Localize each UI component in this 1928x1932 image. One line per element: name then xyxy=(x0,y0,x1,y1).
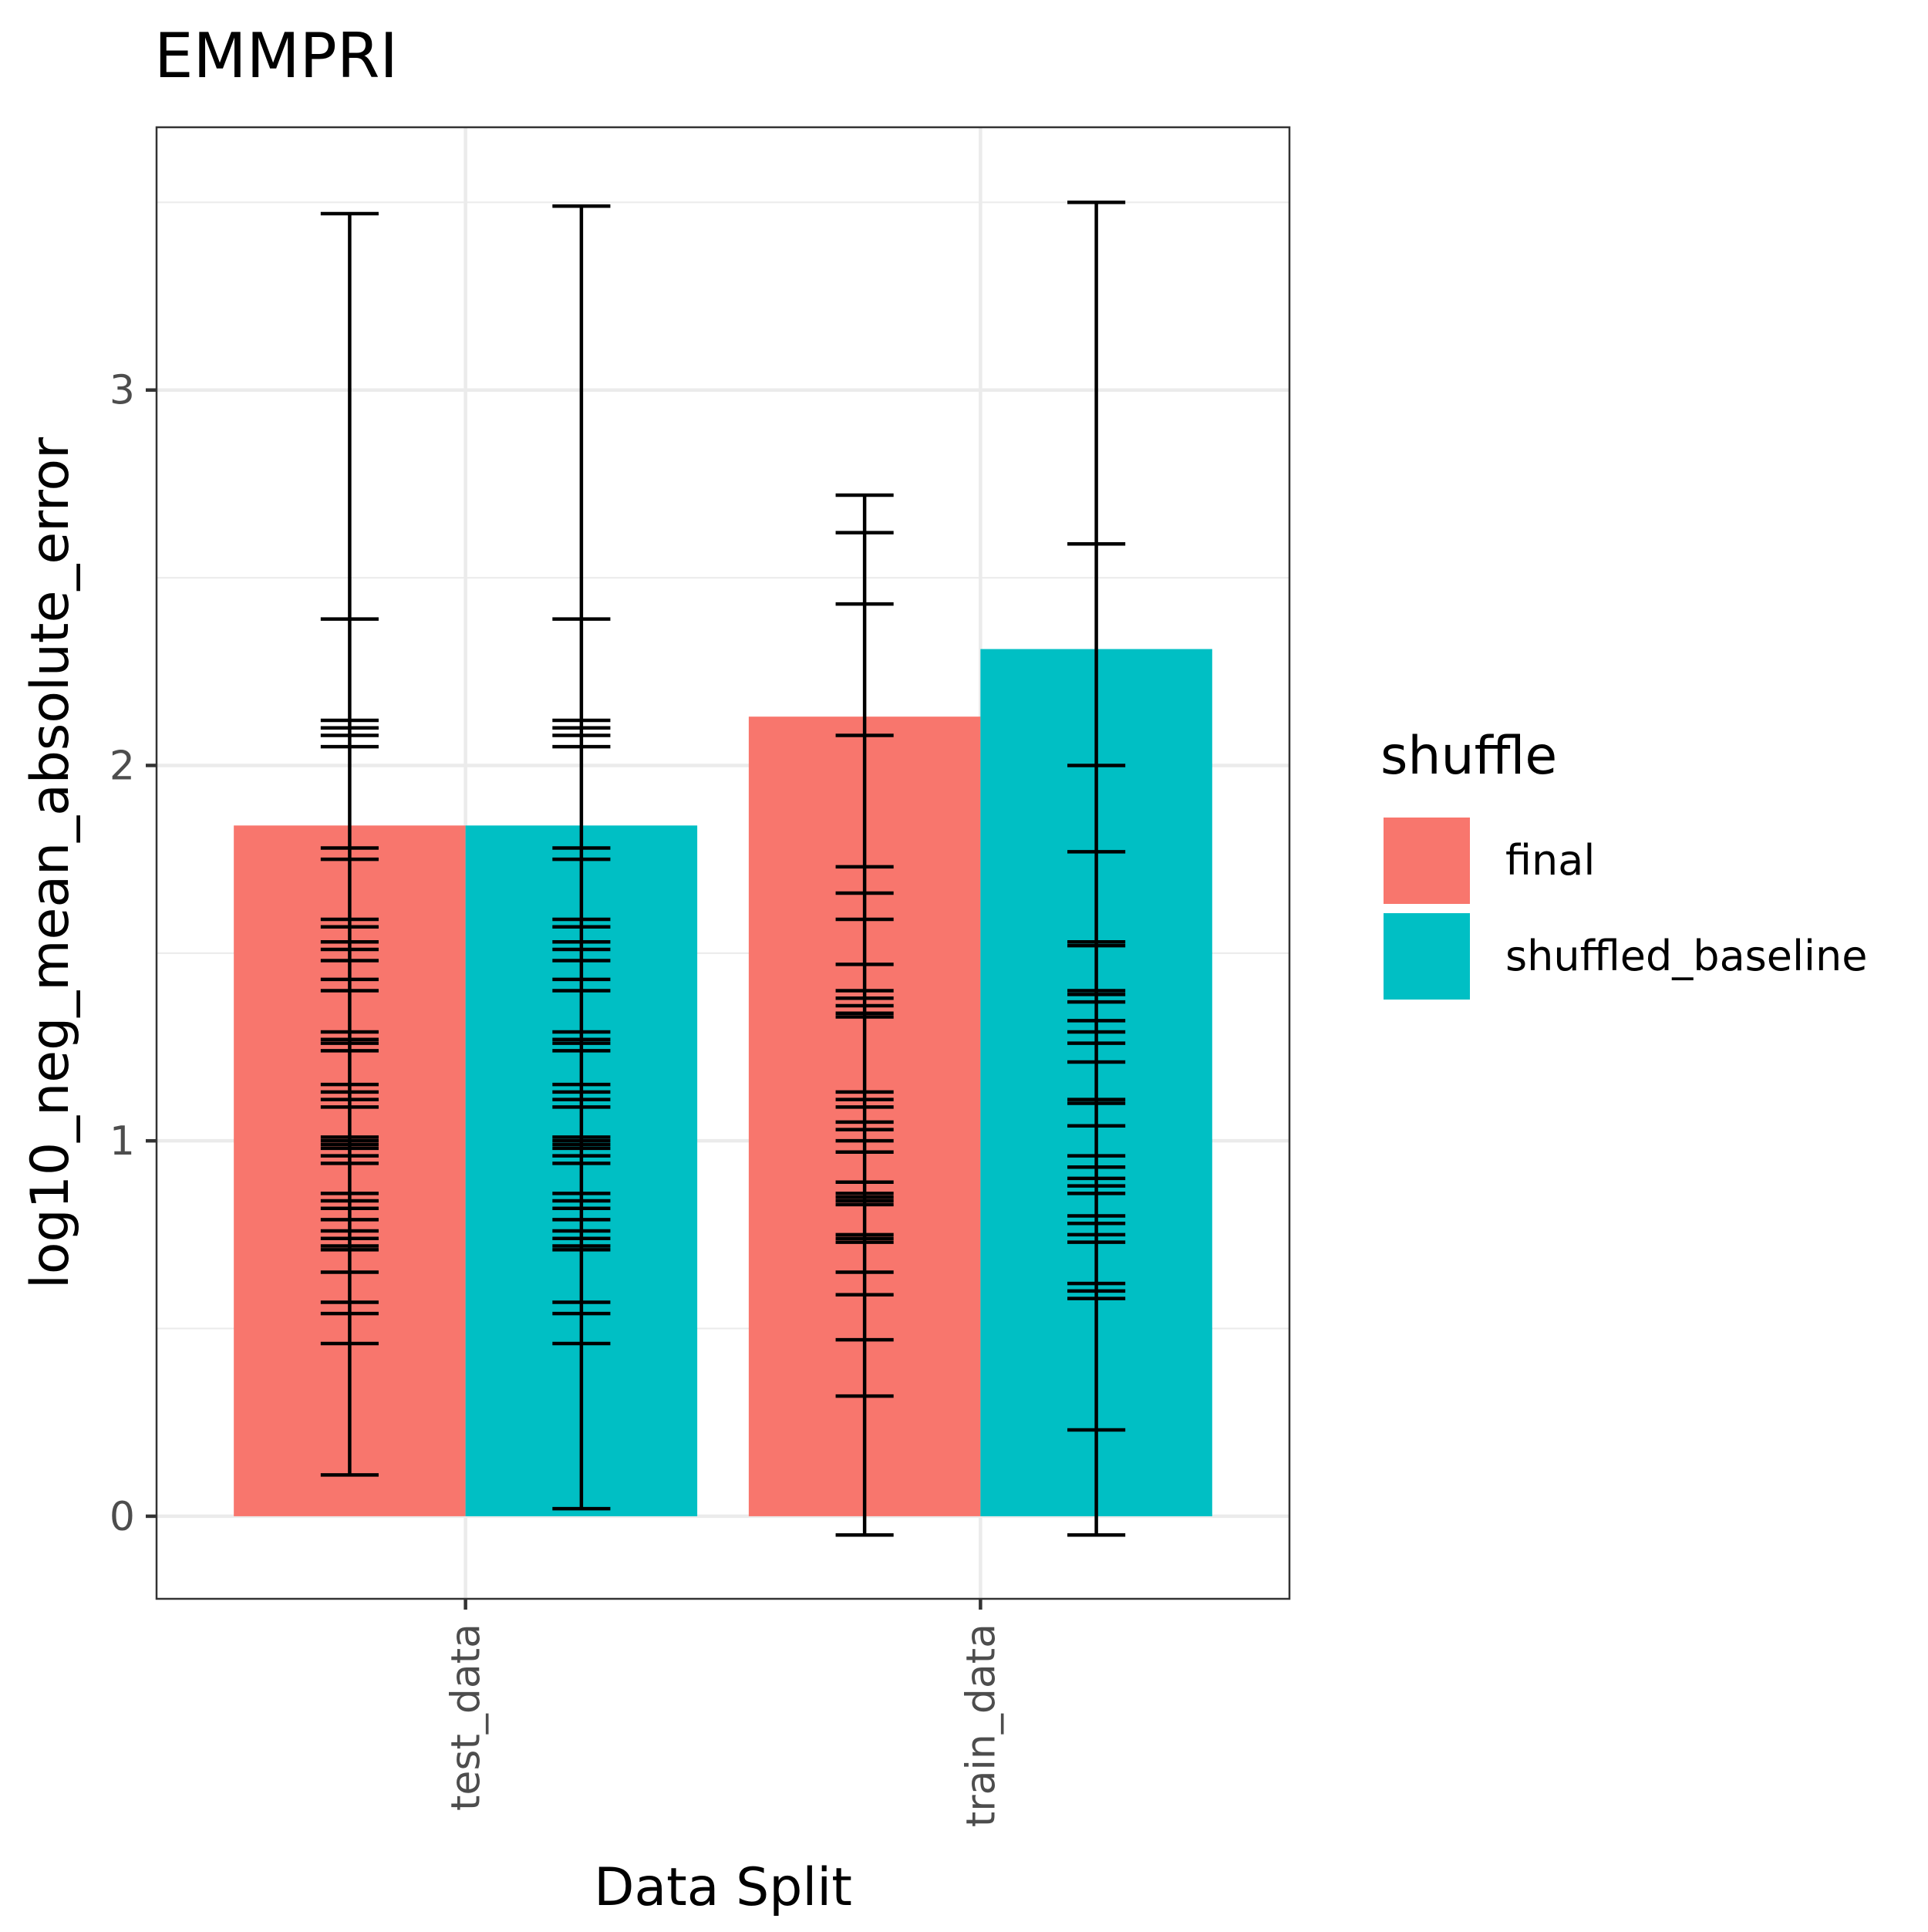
legend-swatch xyxy=(1384,913,1470,1000)
y-tick-label: 2 xyxy=(110,743,135,789)
legend-label: final xyxy=(1505,836,1595,885)
x-axis-label: Data Split xyxy=(594,1857,852,1918)
legend: shuffle final shuffled_baseline xyxy=(1380,726,1867,1000)
y-tick-label: 3 xyxy=(110,368,135,414)
x-tick-label: train_data xyxy=(958,1623,1004,1827)
legend-swatch xyxy=(1384,818,1470,904)
legend-title: shuffle xyxy=(1380,726,1557,787)
y-tick-label: 1 xyxy=(110,1118,135,1165)
x-tick-label: test_data xyxy=(443,1623,490,1811)
axes-layer: 0 1 2 3 test_data train_data xyxy=(110,368,1004,1827)
legend-label: shuffled_baseline xyxy=(1505,932,1867,980)
y-axis-label: log10_neg_mean_absolute_error xyxy=(20,437,81,1289)
panel-border xyxy=(155,126,1291,1600)
y-tick-label: 0 xyxy=(110,1494,135,1540)
errorbar-layer xyxy=(320,201,1126,1537)
chart-title: EMMPRI xyxy=(154,20,398,92)
legend-items: final shuffled_baseline xyxy=(1384,818,1867,1000)
